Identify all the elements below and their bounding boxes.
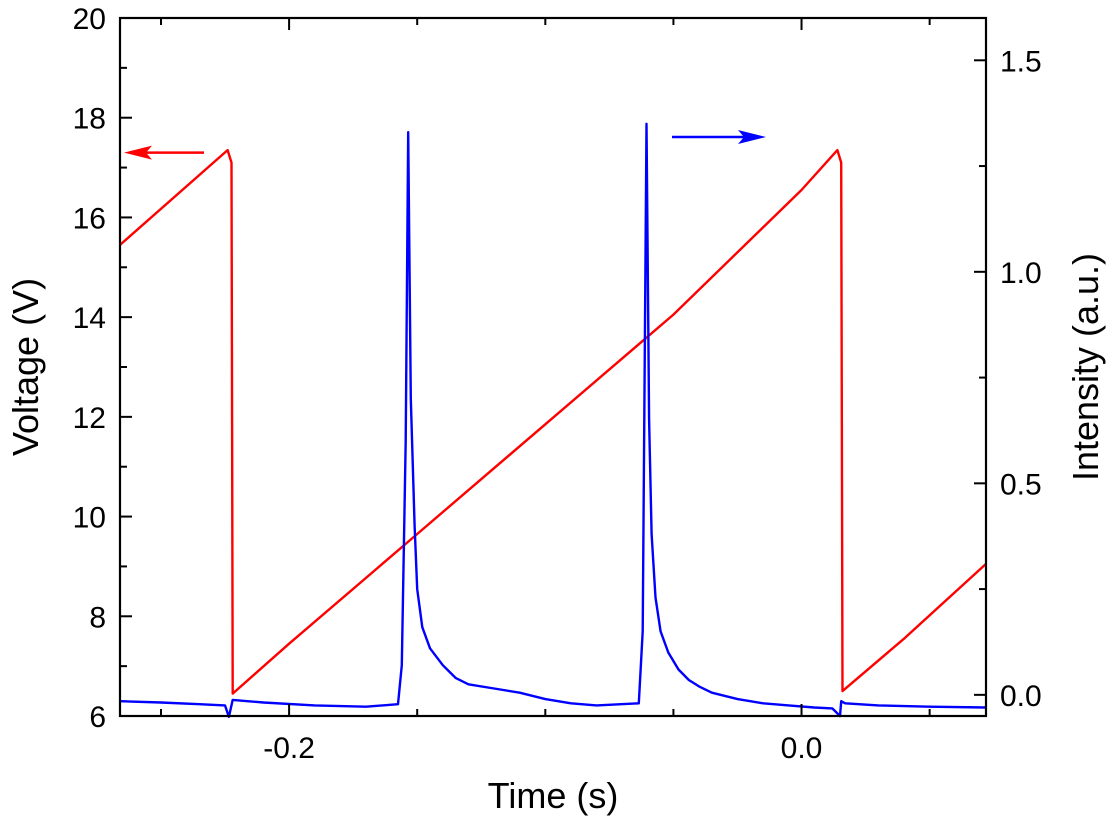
y-left-tick-label: 14: [73, 302, 106, 335]
y-left-tick-label: 12: [73, 402, 106, 435]
y-left-tick-label: 6: [89, 701, 106, 734]
y-axis-label-right: Intensity (a.u.): [1065, 253, 1106, 481]
y-axis-label-left: Voltage (V): [5, 278, 46, 456]
y-right-tick-label: 0.5: [1000, 468, 1042, 501]
ticks-layer: -0.2 0.0 6 8 10 12 14 16 18 20 0.0 0.5 1.0 1.5: [73, 3, 1042, 765]
y-left-tick-label: 16: [73, 202, 106, 235]
y-left-tick-label: 20: [73, 3, 106, 36]
plot-frame: [118, 16, 988, 718]
series-line-voltage: [119, 148, 987, 695]
voltage-axis-arrow-head: [124, 145, 152, 160]
series-layer: [119, 122, 987, 718]
x-tick-label: 0.0: [781, 732, 823, 765]
intensity-axis-arrow-head: [738, 130, 766, 144]
series-line-intensity: [119, 122, 987, 718]
x-axis-label: Time (s): [488, 775, 619, 816]
labels-layer: Time (s) Voltage (V) Intensity (a.u.): [5, 253, 1106, 816]
x-tick-label: -0.2: [263, 732, 315, 765]
annotation-layer: [124, 130, 766, 160]
y-left-tick-label: 8: [89, 601, 106, 634]
y-left-tick-label: 18: [73, 103, 106, 136]
y-right-tick-label: 0.0: [1000, 680, 1042, 713]
y-left-tick-label: 10: [73, 502, 106, 535]
y-right-tick-label: 1.5: [1000, 45, 1042, 78]
y-right-tick-label: 1.0: [1000, 257, 1042, 290]
